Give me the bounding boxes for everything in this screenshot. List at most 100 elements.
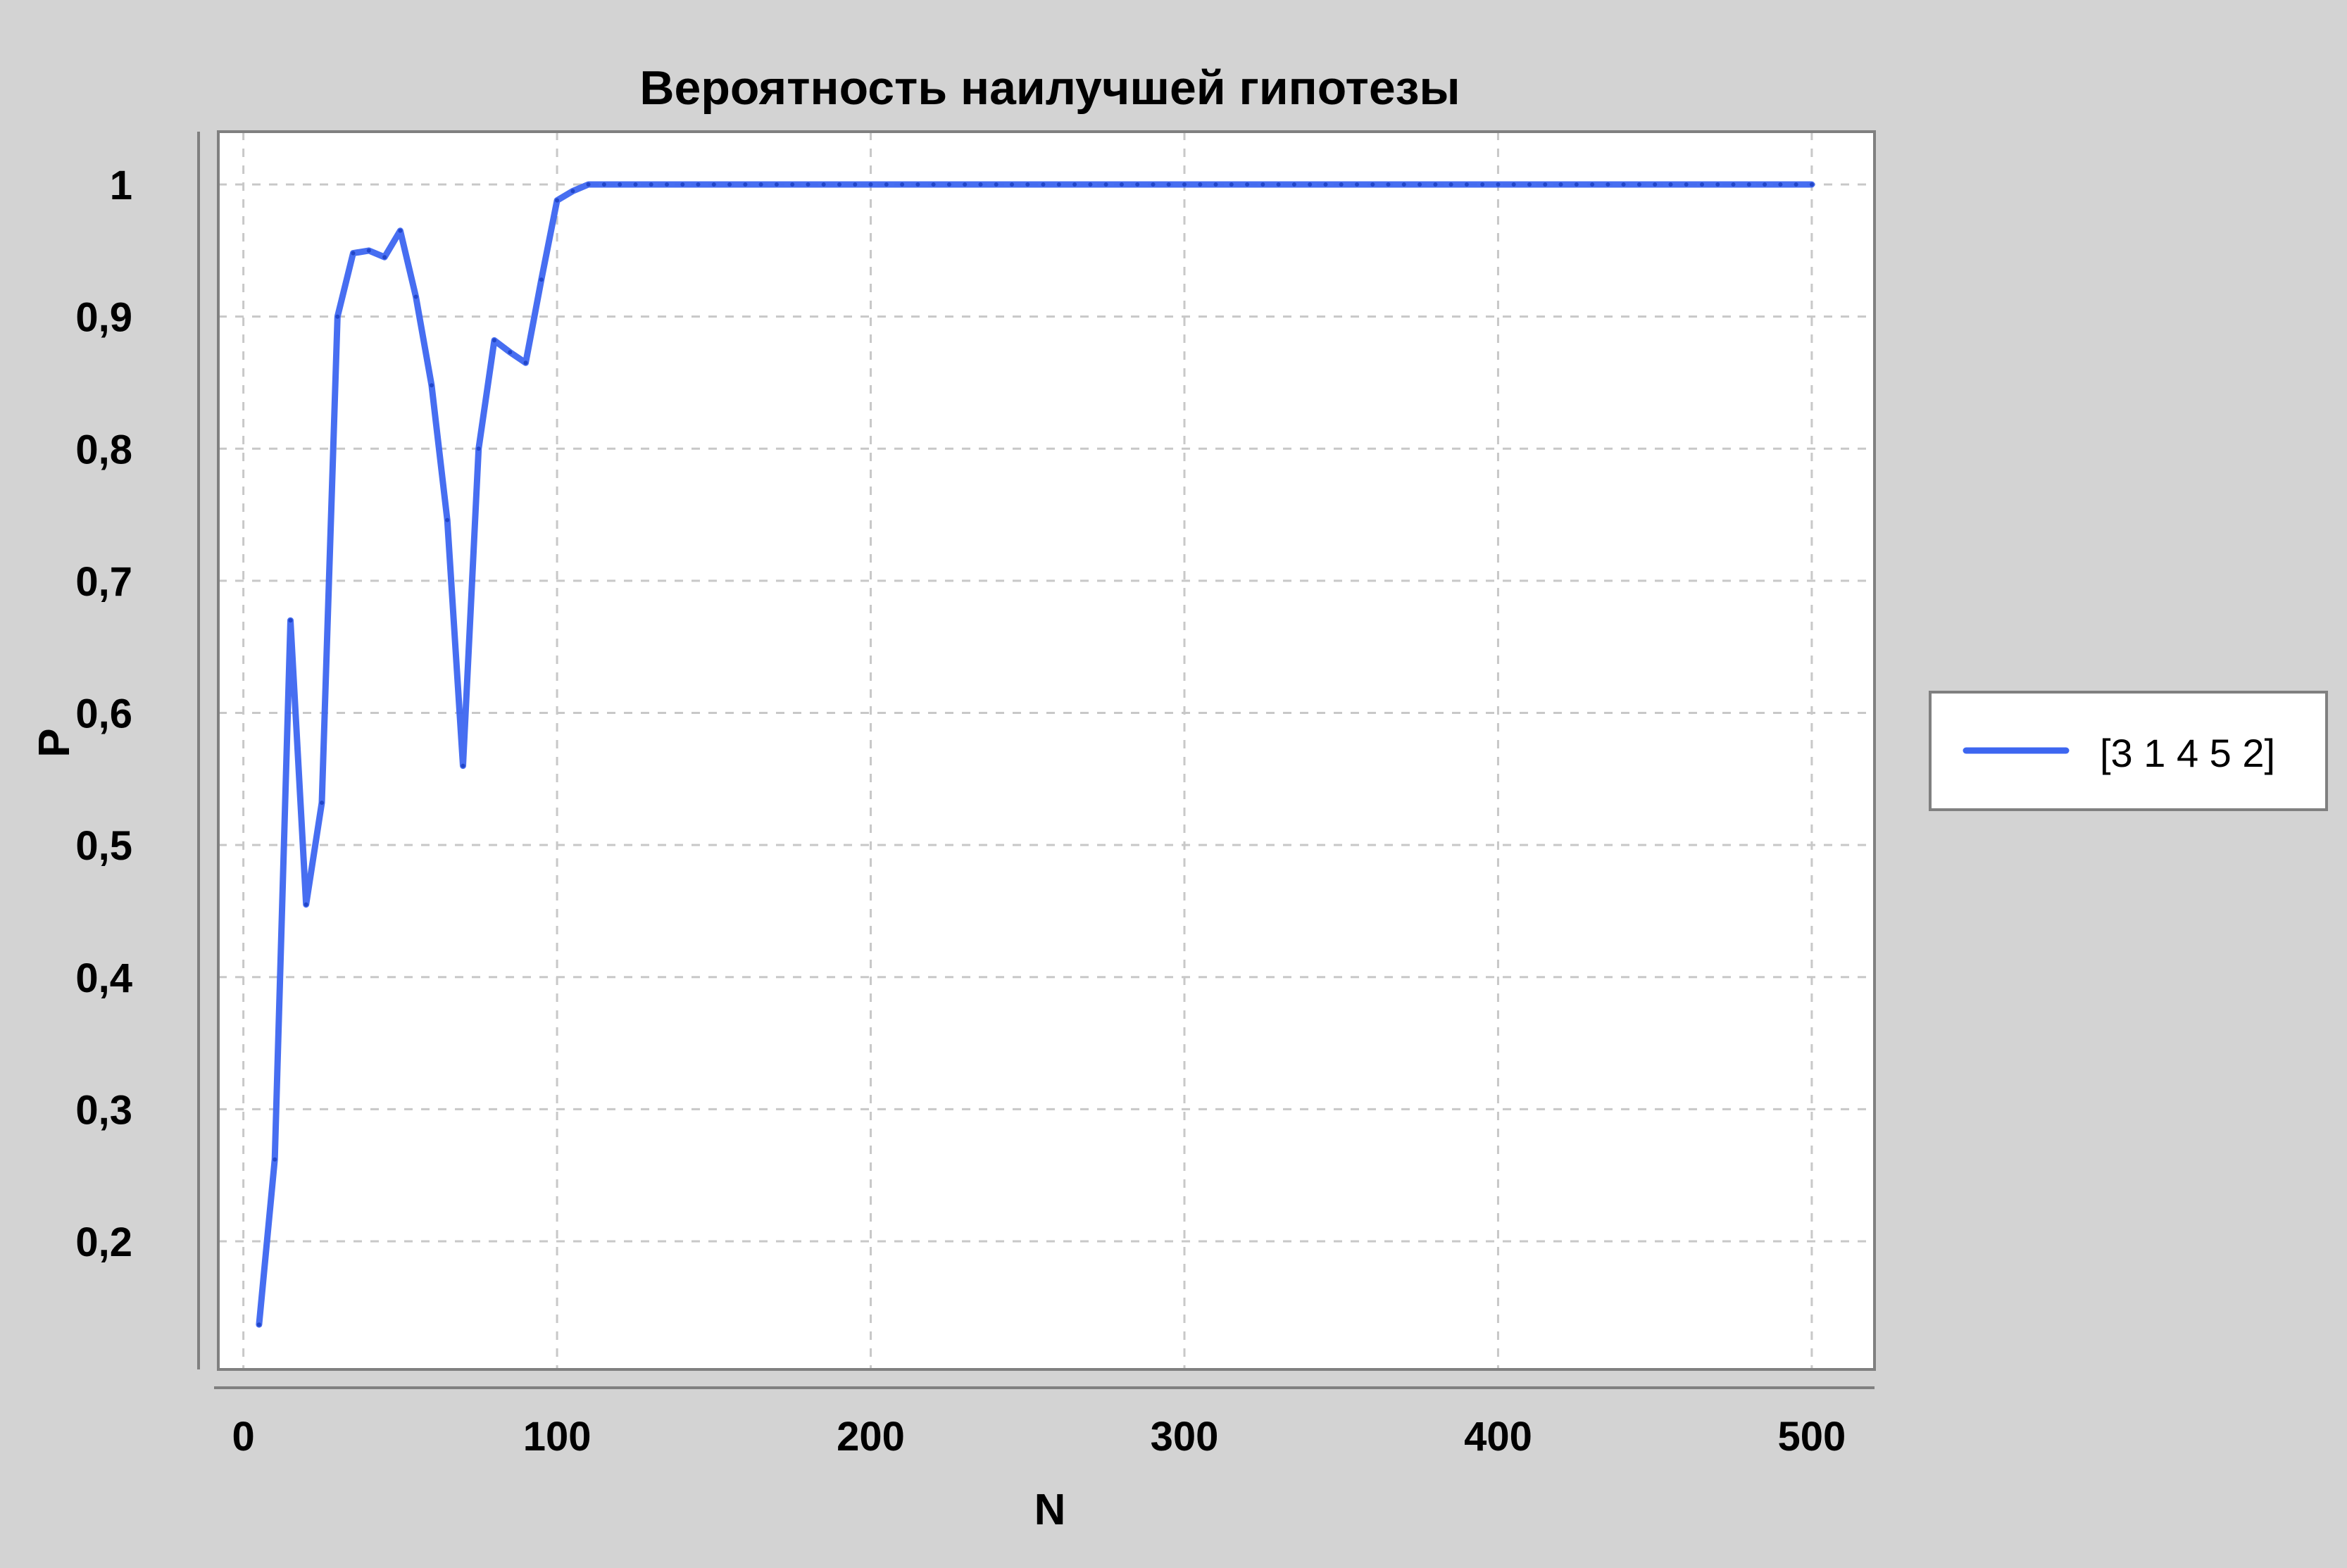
data-point xyxy=(1684,182,1689,187)
data-point xyxy=(1636,182,1641,187)
data-point xyxy=(1072,182,1077,187)
data-point xyxy=(320,801,324,805)
y-tick-label: 0,3 xyxy=(75,1087,132,1133)
data-point xyxy=(696,182,701,187)
data-point xyxy=(994,182,999,187)
data-point xyxy=(1511,182,1516,187)
data-point xyxy=(1370,182,1375,187)
data-point xyxy=(711,182,716,187)
legend: [3 1 4 5 2] xyxy=(1929,691,2328,811)
data-point xyxy=(1433,182,1438,187)
data-point xyxy=(868,182,873,187)
y-tick-label: 0,4 xyxy=(75,955,132,1001)
data-point xyxy=(1166,182,1171,187)
data-point xyxy=(1386,182,1391,187)
x-tick-label: 100 xyxy=(523,1414,592,1460)
data-point xyxy=(1025,182,1030,187)
data-point xyxy=(853,182,858,187)
y-tick-label: 0,5 xyxy=(75,823,132,869)
data-point xyxy=(1291,182,1296,187)
data-point xyxy=(429,383,434,388)
data-point xyxy=(790,182,795,187)
data-point xyxy=(1448,182,1453,187)
data-point xyxy=(1417,182,1422,187)
data-point xyxy=(508,350,513,355)
data-point xyxy=(758,182,763,187)
data-point xyxy=(1621,182,1626,187)
data-point xyxy=(1480,182,1485,187)
y-tick-label: 0,2 xyxy=(75,1219,132,1265)
data-point xyxy=(946,182,951,187)
grid-layer xyxy=(218,132,1875,1369)
x-tick-label: 500 xyxy=(1778,1414,1846,1460)
data-point xyxy=(1213,182,1218,187)
data-point xyxy=(743,182,748,187)
data-point xyxy=(555,198,560,203)
data-point xyxy=(931,182,936,187)
legend-entry-label: [3 1 4 5 2] xyxy=(2100,731,2275,775)
y-tick-label: 0,6 xyxy=(75,691,132,737)
data-point xyxy=(398,228,403,233)
data-point xyxy=(1339,182,1344,187)
data-point xyxy=(978,182,983,187)
data-point xyxy=(1135,182,1140,187)
data-point xyxy=(461,763,465,768)
x-tick-label: 0 xyxy=(232,1414,255,1460)
data-point xyxy=(492,338,496,343)
data-point xyxy=(1653,182,1658,187)
y-tick-label: 0,9 xyxy=(75,295,132,341)
data-point xyxy=(821,182,826,187)
data-point xyxy=(1276,182,1281,187)
data-point xyxy=(1543,182,1548,187)
data-point xyxy=(570,189,575,194)
data-point xyxy=(837,182,841,187)
data-point xyxy=(601,182,606,187)
data-point xyxy=(288,618,293,623)
data-point xyxy=(665,182,669,187)
data-point xyxy=(1606,182,1610,187)
data-point xyxy=(633,182,638,187)
data-point xyxy=(1715,182,1720,187)
data-point xyxy=(303,902,308,907)
data-point xyxy=(774,182,779,187)
data-point xyxy=(680,182,685,187)
data-point xyxy=(1151,182,1156,187)
data-point xyxy=(1056,182,1061,187)
data-point xyxy=(476,446,481,451)
data-point xyxy=(523,360,528,365)
data-point xyxy=(1668,182,1673,187)
data-point xyxy=(915,182,920,187)
data-point xyxy=(1182,182,1187,187)
series-line-0 xyxy=(256,181,1815,1328)
y-tick-label: 0,8 xyxy=(75,427,132,472)
data-point xyxy=(1401,182,1406,187)
chart-title: Вероятность наилучшей гипотезы xyxy=(639,61,1460,115)
data-point xyxy=(1574,182,1579,187)
x-axis-label: N xyxy=(1034,1486,1066,1534)
data-point xyxy=(1355,182,1359,187)
data-point xyxy=(1119,182,1124,187)
data-point xyxy=(1496,182,1501,187)
data-point xyxy=(1700,182,1704,187)
data-point xyxy=(806,182,811,187)
data-point xyxy=(884,182,889,187)
data-point xyxy=(1746,182,1751,187)
data-point xyxy=(1809,182,1814,187)
data-point xyxy=(445,518,450,522)
data-point xyxy=(727,182,732,187)
data-point xyxy=(256,1322,261,1327)
data-point xyxy=(1464,182,1469,187)
data-point xyxy=(649,182,653,187)
data-point xyxy=(963,182,968,187)
data-point xyxy=(413,294,418,299)
data-point xyxy=(335,314,340,319)
data-point xyxy=(351,251,356,256)
data-point xyxy=(1229,182,1234,187)
data-point xyxy=(586,182,591,187)
x-tick-label: 200 xyxy=(837,1414,905,1460)
data-point xyxy=(539,277,544,282)
data-point xyxy=(382,255,387,260)
series-layer xyxy=(256,181,1815,1328)
